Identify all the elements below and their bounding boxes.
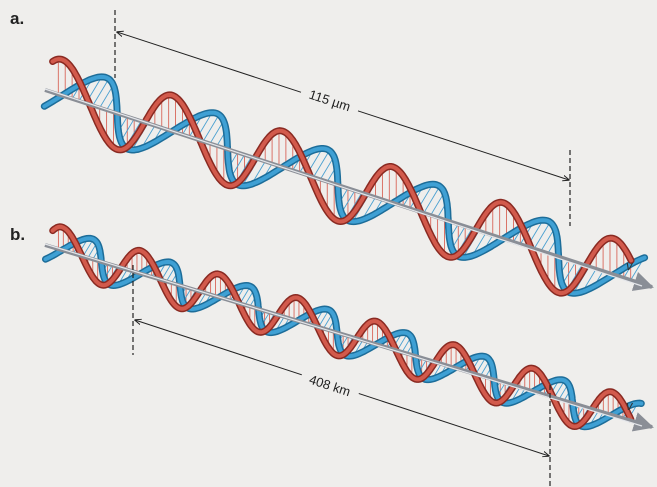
velocity-label: v xyxy=(626,398,634,413)
b-field-vector xyxy=(92,81,108,106)
b-field-vector xyxy=(430,194,444,216)
b-field-vector xyxy=(563,261,576,283)
b-field-vector xyxy=(87,243,97,259)
b-field-vector xyxy=(558,385,568,400)
b-field-vector xyxy=(452,226,466,247)
b-field-vector xyxy=(99,87,113,108)
b-field-vector xyxy=(166,267,176,282)
velocity-label: v xyxy=(626,258,634,273)
b-field-vector xyxy=(342,190,356,211)
b-field-vector xyxy=(473,232,487,254)
panel-label: b. xyxy=(10,225,25,244)
b-field-vector xyxy=(540,230,554,252)
label-background xyxy=(298,367,362,403)
b-field-vector xyxy=(244,291,254,306)
label-background xyxy=(298,82,362,118)
panel-label: a. xyxy=(10,9,24,28)
b-field-vector xyxy=(362,197,376,218)
b-field-vector xyxy=(583,268,597,290)
b-field-vector xyxy=(533,224,549,249)
b-field-vector xyxy=(423,188,439,214)
